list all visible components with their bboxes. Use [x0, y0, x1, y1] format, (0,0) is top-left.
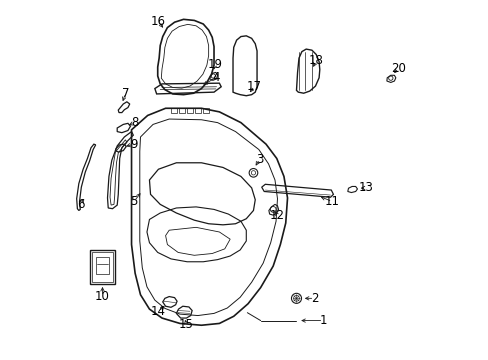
- Text: 15: 15: [179, 318, 193, 331]
- Bar: [89, 250, 115, 284]
- Text: 7: 7: [122, 87, 129, 100]
- Bar: [171, 108, 177, 113]
- Bar: [96, 257, 109, 274]
- Text: 6: 6: [77, 198, 84, 211]
- Text: 8: 8: [131, 116, 138, 129]
- Text: 2: 2: [310, 292, 318, 305]
- Text: 5: 5: [130, 195, 138, 208]
- Text: 11: 11: [324, 195, 339, 208]
- Text: 10: 10: [95, 290, 110, 303]
- Text: 13: 13: [358, 181, 373, 194]
- Text: 17: 17: [246, 80, 262, 93]
- Text: 3: 3: [255, 153, 263, 166]
- Text: 16: 16: [151, 15, 165, 28]
- Bar: [202, 108, 208, 113]
- Bar: [194, 108, 201, 113]
- Text: 18: 18: [308, 54, 323, 67]
- Text: 19: 19: [207, 58, 222, 71]
- Text: 12: 12: [269, 210, 285, 222]
- Text: 20: 20: [390, 62, 406, 75]
- Text: 9: 9: [130, 138, 138, 150]
- Bar: [179, 108, 184, 113]
- Text: 14: 14: [151, 305, 165, 318]
- Bar: [186, 108, 192, 113]
- Bar: [92, 252, 113, 282]
- Text: 4: 4: [212, 71, 219, 84]
- Text: 1: 1: [319, 314, 326, 327]
